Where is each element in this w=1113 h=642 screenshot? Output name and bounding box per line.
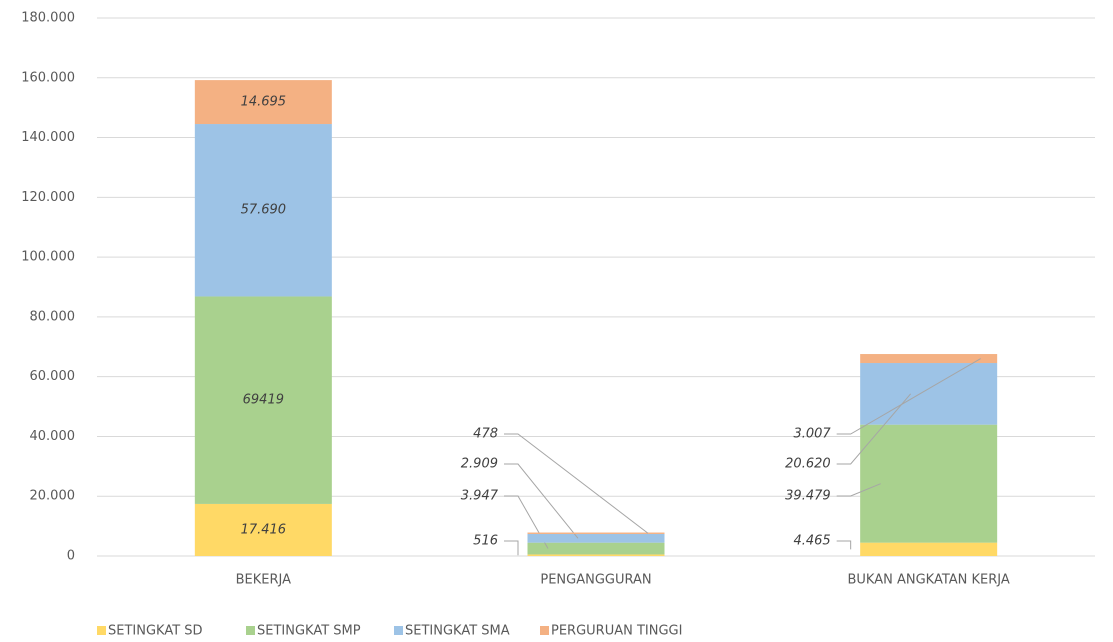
leader-line (504, 495, 549, 549)
y-tick-label: 120.000 (21, 190, 75, 205)
y-tick-label: 100.000 (21, 250, 75, 265)
leader-line (836, 483, 881, 497)
bar-segment (860, 363, 998, 425)
data-label: 20.620 (785, 457, 831, 472)
y-tick-label: 140.000 (21, 130, 75, 145)
legend-swatch (394, 626, 403, 635)
data-label: 57.690 (241, 203, 287, 218)
legend-swatch (246, 626, 255, 635)
bar-segment (194, 124, 332, 297)
y-tick-label: 80.000 (30, 309, 76, 324)
leader-line (836, 540, 852, 550)
legend-label: PERGURUAN TINGGI (551, 624, 682, 639)
leader-line (504, 540, 519, 556)
x-tick-label: PENGANGGURAN (540, 573, 651, 588)
leader-line (836, 393, 912, 465)
data-label: 14.695 (241, 95, 287, 110)
data-label: 516 (473, 534, 498, 549)
data-label: 69419 (243, 393, 284, 408)
data-label: 478 (473, 427, 498, 442)
bar-segment (860, 424, 998, 543)
y-tick-label: 20.000 (30, 489, 76, 504)
y-tick-label: 160.000 (21, 70, 75, 85)
data-label: 17.416 (241, 522, 287, 537)
data-label: 3.947 (461, 489, 499, 504)
bar-segment (860, 542, 998, 556)
data-label: 39.479 (785, 489, 831, 504)
bar-segment (527, 542, 665, 555)
bar-segment (194, 80, 332, 125)
y-tick-label: 0 (67, 549, 75, 564)
x-tick-label: BEKERJA (236, 573, 292, 588)
y-tick-label: 40.000 (30, 429, 76, 444)
bar-segment (194, 503, 332, 556)
data-label: 4.465 (793, 534, 830, 549)
bar-segment (527, 532, 665, 534)
bar-segment (527, 533, 665, 543)
bar-segment (860, 354, 998, 364)
data-label: 3.007 (793, 427, 831, 442)
y-tick-label: 180.000 (21, 11, 75, 26)
legend-label: SETINGKAT SMP (257, 624, 361, 639)
data-label: 2.909 (461, 457, 498, 472)
leader-line (836, 358, 981, 435)
bar-segment (527, 554, 665, 556)
bar-segment (194, 296, 332, 504)
legend-label: SETINGKAT SMA (405, 624, 510, 639)
y-tick-label: 60.000 (30, 369, 76, 384)
legend-swatch (97, 626, 106, 635)
legend-swatch (540, 626, 549, 635)
leader-line (504, 463, 579, 539)
x-tick-label: BUKAN ANGKATAN KERJA (848, 573, 1010, 588)
legend-label: SETINGKAT SD (108, 624, 203, 639)
leader-line (504, 433, 649, 534)
